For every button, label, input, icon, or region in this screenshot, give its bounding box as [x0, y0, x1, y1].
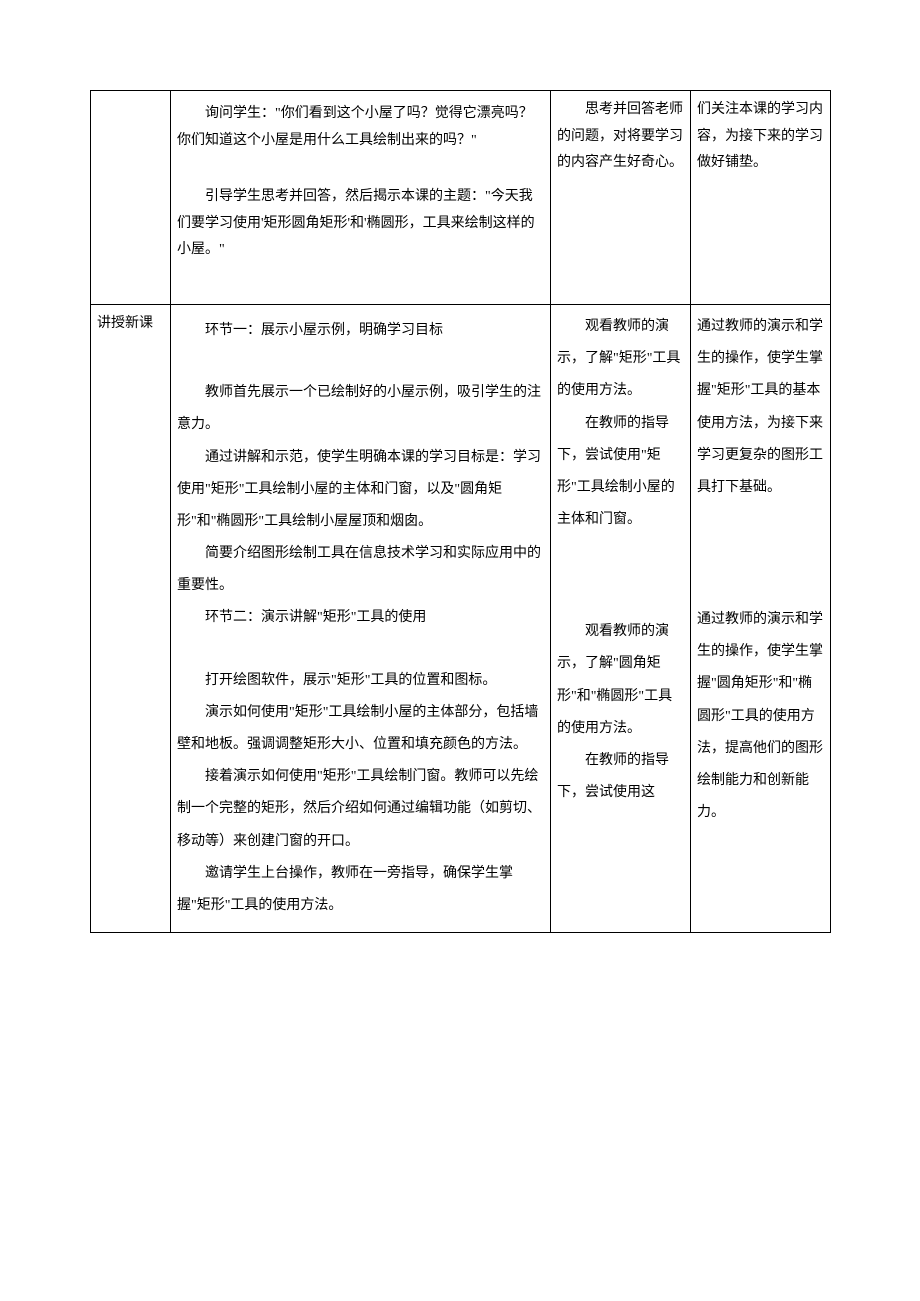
paragraph: 通过教师的演示和学生的操作，使学生掌握"圆角矩形"和"椭圆形"工具的使用方法，提… [697, 612, 823, 820]
paragraph: 环节二：演示讲解"矩形"工具的使用 [177, 602, 544, 634]
paragraph: 在教师的指导下，尝试使用这 [557, 745, 684, 809]
paragraph: 邀请学生上台操作，教师在一旁指导，确保学生掌握"矩形"工具的使用方法。 [177, 858, 544, 922]
paragraph: 观看教师的演示，了解"圆角矩形"和"椭圆形"工具的使用方法。 [557, 616, 684, 745]
stage-label: 讲授新课 [97, 316, 153, 331]
paragraph: 引导学生思考并回答，然后揭示本课的主题："今天我们要学习使用'矩形圆角矩形'和'… [177, 184, 544, 264]
paragraph: 在教师的指导下，尝试使用"矩形"工具绘制小屋的主体和门窗。 [557, 408, 684, 537]
stage-cell [91, 91, 171, 305]
purpose-cell: 们关注本课的学习内容，为接下来的学习做好铺垫。 [691, 91, 831, 305]
paragraph: 通过讲解和示范，使学生明确本课的学习目标是：学习使用"矩形"工具绘制小屋的主体和… [177, 442, 544, 539]
stage-cell: 讲授新课 [91, 304, 171, 932]
paragraph: 通过教师的演示和学生的操作，使学生掌握"矩形"工具的基本使用方法，为接下来学习更… [697, 319, 823, 495]
paragraph: 教师首先展示一个已绘制好的小屋示例，吸引学生的注意力。 [177, 377, 544, 441]
paragraph: 们关注本课的学习内容，为接下来的学习做好铺垫。 [697, 102, 823, 170]
table-row: 询问学生："你们看到这个小屋了吗？觉得它漂亮吗？你们知道这个小屋是用什么工具绘制… [91, 91, 831, 305]
teacher-activity-cell: 询问学生："你们看到这个小屋了吗？觉得它漂亮吗？你们知道这个小屋是用什么工具绘制… [171, 91, 551, 305]
paragraph: 简要介绍图形绘制工具在信息技术学习和实际应用中的重要性。 [177, 538, 544, 602]
student-activity-cell: 观看教师的演示，了解"矩形"工具的使用方法。 在教师的指导下，尝试使用"矩形"工… [551, 304, 691, 932]
purpose-cell: 通过教师的演示和学生的操作，使学生掌握"矩形"工具的基本使用方法，为接下来学习更… [691, 304, 831, 932]
teacher-activity-cell: 环节一：展示小屋示例，明确学习目标 教师首先展示一个已绘制好的小屋示例，吸引学生… [171, 304, 551, 932]
table-row: 讲授新课 环节一：展示小屋示例，明确学习目标 教师首先展示一个已绘制好的小屋示例… [91, 304, 831, 932]
paragraph: 思考并回答老师的问题，对将要学习的内容产生好奇心。 [557, 97, 684, 177]
paragraph: 打开绘图软件，展示"矩形"工具的位置和图标。 [177, 665, 544, 697]
paragraph: 观看教师的演示，了解"矩形"工具的使用方法。 [557, 311, 684, 408]
paragraph: 接着演示如何使用"矩形"工具绘制门窗。教师可以先绘制一个完整的矩形，然后介绍如何… [177, 761, 544, 858]
paragraph: 演示如何使用"矩形"工具绘制小屋的主体部分，包括墙壁和地板。强调调整矩形大小、位… [177, 697, 544, 761]
paragraph: 环节一：展示小屋示例，明确学习目标 [177, 315, 544, 347]
paragraph: 询问学生："你们看到这个小屋了吗？觉得它漂亮吗？你们知道这个小屋是用什么工具绘制… [177, 101, 544, 154]
student-activity-cell: 思考并回答老师的问题，对将要学习的内容产生好奇心。 [551, 91, 691, 305]
lesson-plan-table: 询问学生："你们看到这个小屋了吗？觉得它漂亮吗？你们知道这个小屋是用什么工具绘制… [90, 90, 831, 933]
